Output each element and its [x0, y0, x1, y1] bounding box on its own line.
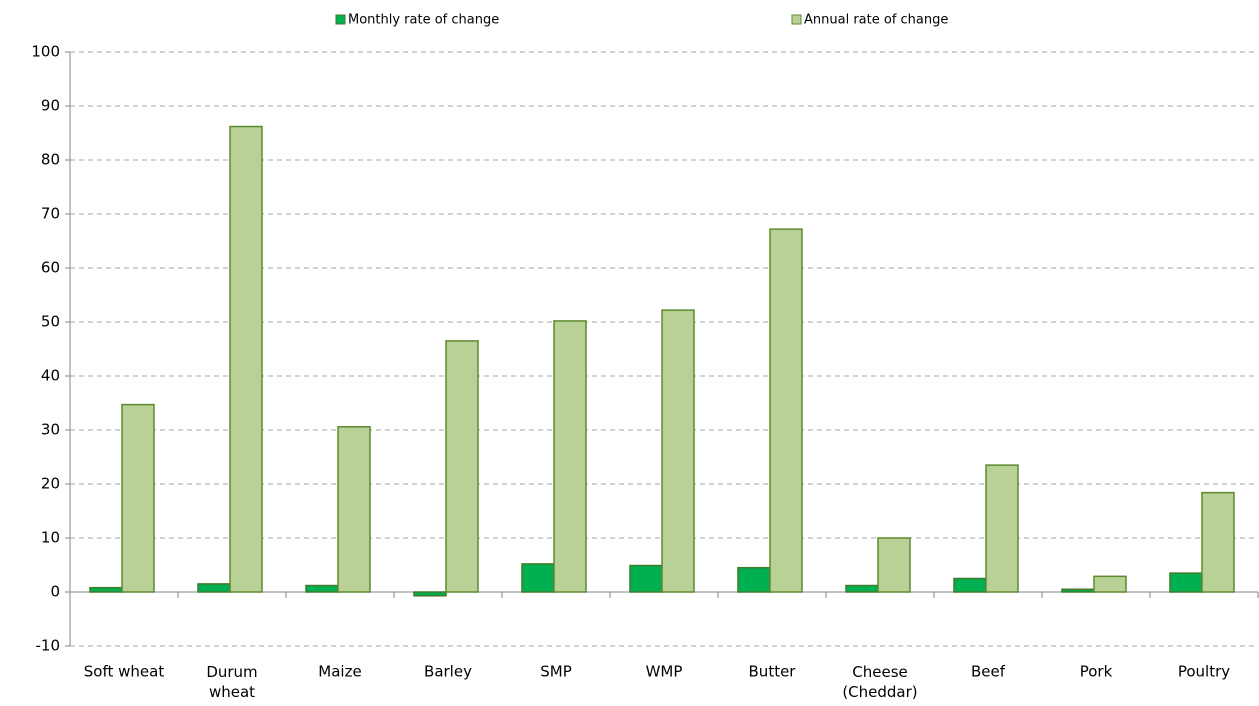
bar: [521, 563, 555, 593]
x-tick-label: Beef: [971, 663, 1006, 681]
y-tick-label: 70: [41, 205, 60, 223]
y-tick-label: 0: [50, 583, 60, 601]
bar: [953, 577, 987, 593]
legend-label: Annual rate of change: [804, 13, 948, 28]
y-tick-label: 100: [31, 43, 60, 61]
bar: [845, 584, 879, 593]
legend-swatch: [335, 14, 346, 25]
bar: [1201, 491, 1235, 593]
bar: [737, 566, 771, 593]
bar: [1093, 575, 1127, 593]
bar: [229, 125, 263, 593]
bar: [89, 586, 123, 593]
bar: [553, 320, 587, 593]
x-tick-label: Pork: [1080, 663, 1113, 681]
bar: [413, 591, 447, 597]
bar: [661, 309, 695, 593]
x-tick-label: Poultry: [1178, 663, 1230, 681]
x-tick-label: Soft wheat: [84, 663, 165, 681]
y-tick-label: 40: [41, 367, 60, 385]
y-tick-label: 30: [41, 421, 60, 439]
bar: [985, 464, 1019, 593]
y-tick-label: 90: [41, 97, 60, 115]
x-tick-label: Cheese (Cheddar): [842, 663, 917, 701]
y-tick-label: 20: [41, 475, 60, 493]
bar: [769, 228, 803, 593]
y-tick-label: 10: [41, 529, 60, 547]
bar: [121, 403, 155, 593]
x-tick-label: Barley: [424, 663, 472, 681]
bar: [337, 426, 371, 593]
legend-swatch: [791, 14, 802, 25]
bar: [305, 584, 339, 593]
x-tick-label: Durum wheat: [206, 663, 257, 701]
bar: [1169, 572, 1203, 593]
bar: [445, 340, 479, 593]
bar: [629, 564, 663, 593]
x-tick-label: SMP: [540, 663, 572, 681]
y-tick-label: -10: [36, 637, 61, 655]
y-tick-label: 60: [41, 259, 60, 277]
bar: [1061, 588, 1095, 593]
legend-label: Monthly rate of change: [348, 13, 499, 28]
y-tick-label: 80: [41, 151, 60, 169]
x-tick-label: Butter: [749, 663, 797, 681]
y-tick-label: 50: [41, 313, 60, 331]
x-tick-label: WMP: [646, 663, 683, 681]
x-tick-label: Maize: [318, 663, 361, 681]
bar: [877, 537, 911, 593]
bar: [197, 583, 231, 593]
